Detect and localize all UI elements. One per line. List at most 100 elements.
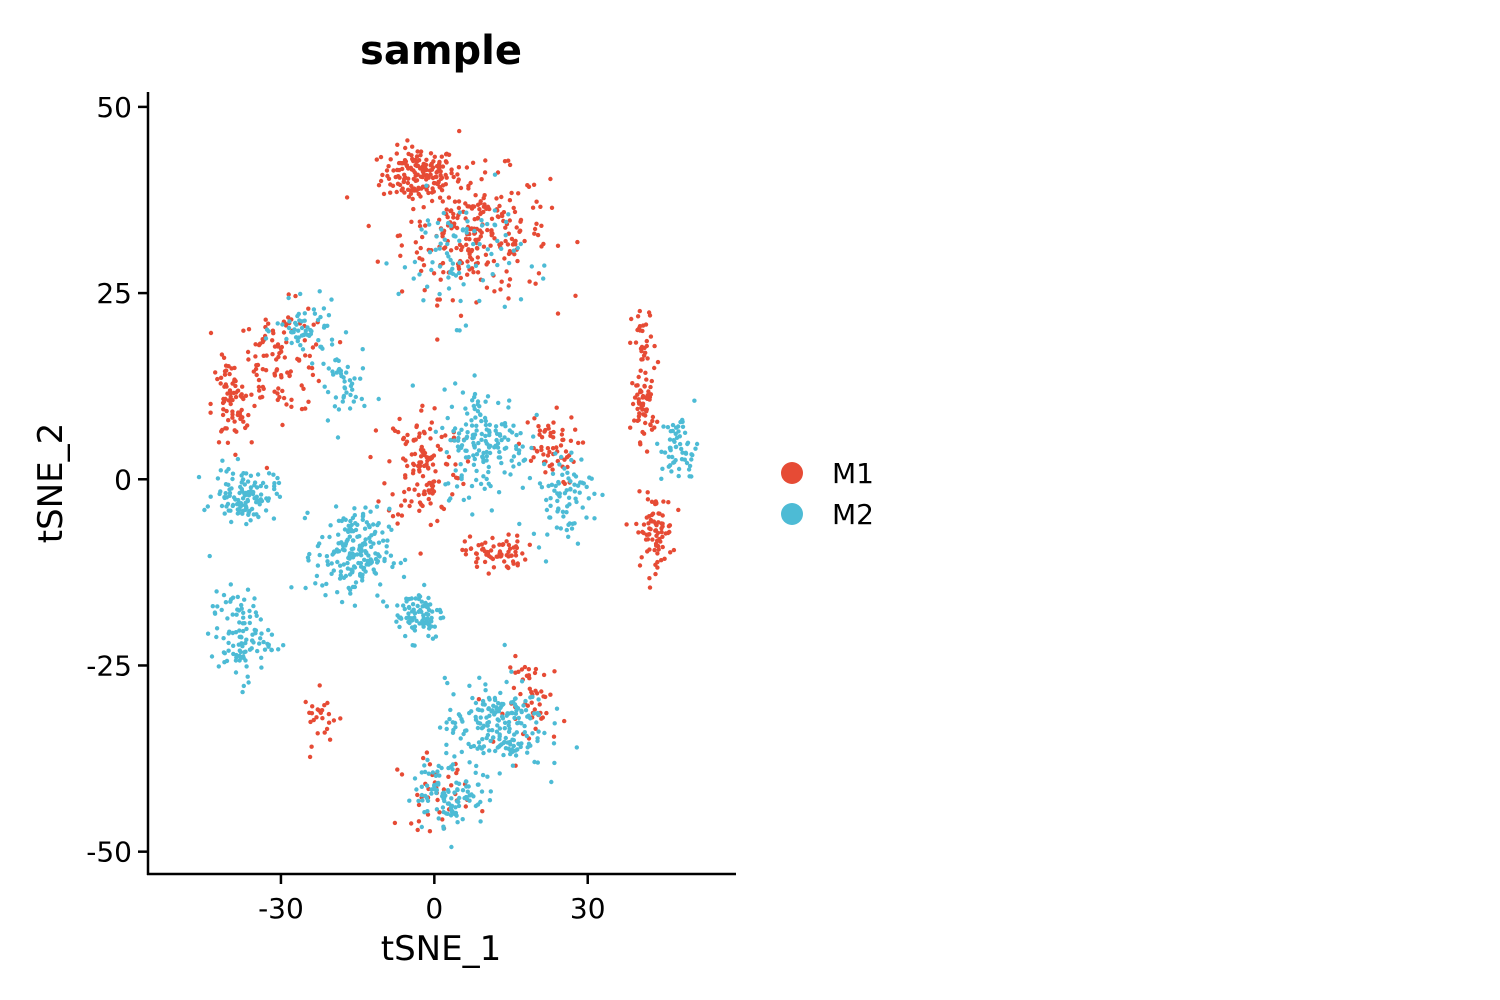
scatter-point	[465, 272, 470, 277]
scatter-point	[446, 195, 452, 200]
scatter-point	[519, 721, 524, 726]
scatter-point	[670, 422, 676, 428]
scatter-point	[451, 215, 456, 220]
scatter-point	[296, 328, 301, 333]
scatter-point	[238, 655, 244, 661]
scatter-point	[476, 448, 482, 453]
scatter-point	[653, 571, 658, 577]
scatter-point	[417, 508, 422, 513]
scatter-point	[343, 330, 349, 335]
scatter-point	[215, 476, 221, 481]
scatter-point	[453, 273, 459, 278]
scatter-point	[446, 286, 452, 291]
scatter-point	[409, 219, 414, 224]
scatter-point	[521, 703, 526, 708]
scatter-point	[253, 628, 259, 633]
scatter-point	[254, 485, 260, 490]
scatter-point	[548, 496, 553, 501]
scatter-point	[448, 496, 453, 501]
scatter-point	[560, 427, 565, 433]
scatter-point	[390, 564, 395, 570]
scatter-point	[472, 217, 477, 222]
scatter-point	[246, 357, 251, 362]
scatter-point	[421, 429, 427, 434]
scatter-point	[639, 401, 644, 407]
x-axis-label: tSNE_1	[381, 929, 501, 969]
scatter-point	[248, 473, 254, 478]
scatter-point	[428, 151, 434, 156]
scatter-point	[494, 729, 500, 734]
scatter-point	[487, 713, 492, 718]
scatter-point	[643, 413, 648, 418]
scatter-point	[417, 219, 422, 224]
scatter-point	[245, 587, 251, 592]
scatter-point	[531, 455, 536, 460]
scatter-point	[473, 263, 479, 268]
scatter-point	[499, 246, 504, 251]
scatter-point	[451, 472, 456, 478]
scatter-point	[513, 549, 518, 555]
scatter-point	[381, 191, 387, 197]
scatter-point	[473, 193, 478, 198]
scatter-point	[292, 327, 297, 332]
scatter-point	[510, 749, 515, 754]
scatter-point	[269, 647, 274, 653]
scatter-point	[247, 608, 252, 614]
scatter-point	[436, 816, 441, 821]
scatter-point	[459, 427, 464, 432]
scatter-point	[662, 556, 667, 561]
scatter-point	[472, 228, 477, 234]
scatter-point	[289, 340, 294, 346]
scatter-point	[481, 458, 486, 463]
scatter-point	[628, 425, 633, 430]
scatter-point	[637, 489, 642, 494]
scatter-point	[556, 506, 561, 511]
scatter-point	[660, 513, 665, 518]
scatter-point	[352, 376, 357, 381]
scatter-point	[256, 384, 262, 390]
scatter-point	[223, 482, 229, 487]
scatter-point	[411, 206, 416, 212]
scatter-point	[227, 629, 232, 634]
scatter-point	[447, 716, 452, 722]
scatter-point	[289, 330, 295, 335]
scatter-point	[667, 523, 673, 528]
scatter-point	[484, 458, 489, 463]
legend-marker	[781, 503, 803, 525]
scatter-point	[344, 370, 349, 375]
scatter-point	[539, 716, 544, 721]
scatter-point	[430, 175, 436, 181]
scatter-point	[491, 703, 496, 708]
scatter-point	[480, 278, 486, 283]
scatter-point	[636, 374, 641, 380]
scatter-point	[512, 252, 517, 257]
scatter-point	[665, 425, 671, 430]
scatter-point	[439, 505, 445, 510]
scatter-point	[341, 516, 346, 521]
scatter-point	[542, 730, 547, 736]
scatter-point	[644, 515, 649, 520]
scatter-point	[518, 297, 524, 302]
scatter-point	[314, 715, 319, 720]
scatter-point	[569, 457, 574, 463]
scatter-point	[423, 230, 428, 235]
scatter-point	[241, 419, 246, 424]
scatter-point	[589, 476, 594, 481]
y-tick-label: -25	[86, 649, 132, 682]
scatter-point	[230, 381, 235, 386]
scatter-point	[324, 581, 329, 587]
scatter-point	[549, 482, 555, 487]
scatter-point	[402, 265, 408, 270]
scatter-point	[376, 521, 381, 526]
scatter-point	[506, 711, 511, 716]
scatter-point	[322, 384, 327, 389]
scatter-point	[228, 582, 233, 587]
scatter-point	[205, 504, 210, 509]
scatter-point	[228, 397, 233, 403]
scatter-point	[444, 750, 449, 756]
scatter-point	[417, 272, 422, 277]
scatter-point	[435, 518, 440, 524]
scatter-point	[471, 453, 476, 458]
scatter-point	[496, 490, 502, 495]
scatter-point	[456, 266, 462, 271]
